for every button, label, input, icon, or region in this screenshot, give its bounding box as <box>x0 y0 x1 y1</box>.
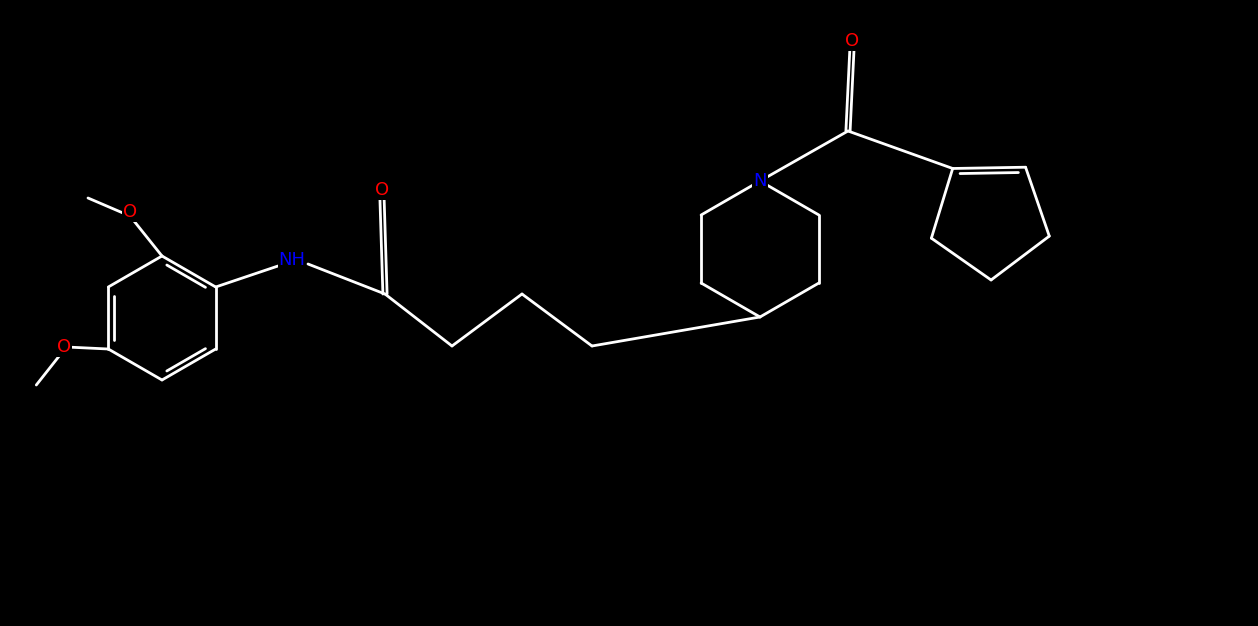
Text: O: O <box>375 181 389 199</box>
Text: NH: NH <box>278 251 306 269</box>
Text: O: O <box>845 32 859 50</box>
Text: O: O <box>123 203 137 221</box>
Text: O: O <box>58 338 72 356</box>
Text: N: N <box>754 172 766 190</box>
